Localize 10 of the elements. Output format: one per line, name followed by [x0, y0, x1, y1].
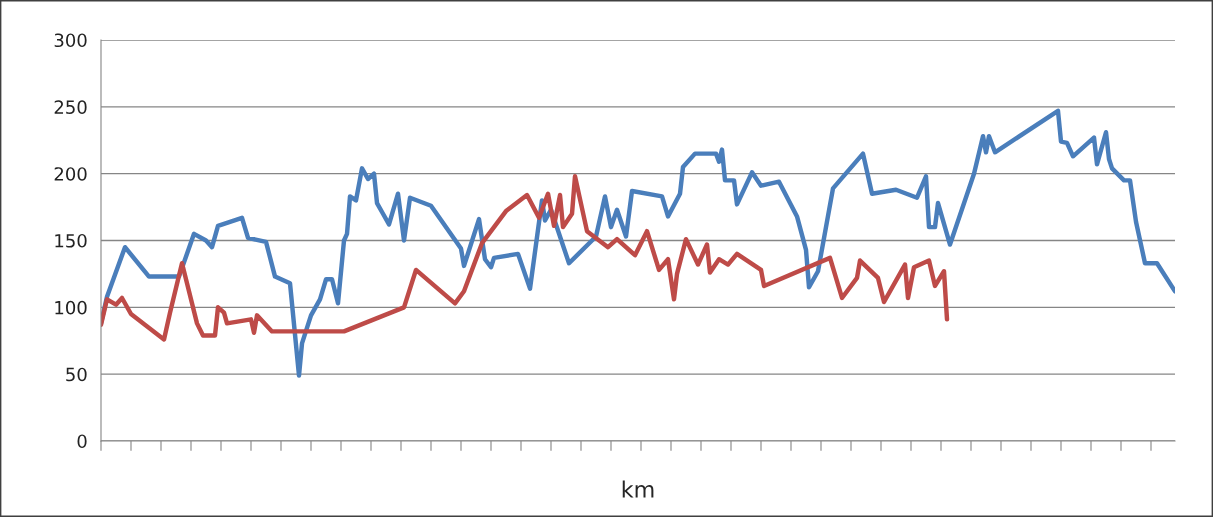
y-tick-label: 200: [54, 167, 87, 181]
y-tick-label: 300: [54, 33, 87, 48]
y-tick-label: 150: [55, 233, 87, 248]
y-tick-label: 100: [55, 300, 87, 315]
y-tick-label: 250: [54, 100, 87, 114]
x-axis-title: km: [622, 480, 654, 498]
y-tick-label: 50: [66, 367, 87, 382]
y-tick-label: 0: [77, 434, 87, 449]
line-series: [101, 108, 1175, 378]
line-series: [101, 174, 950, 342]
